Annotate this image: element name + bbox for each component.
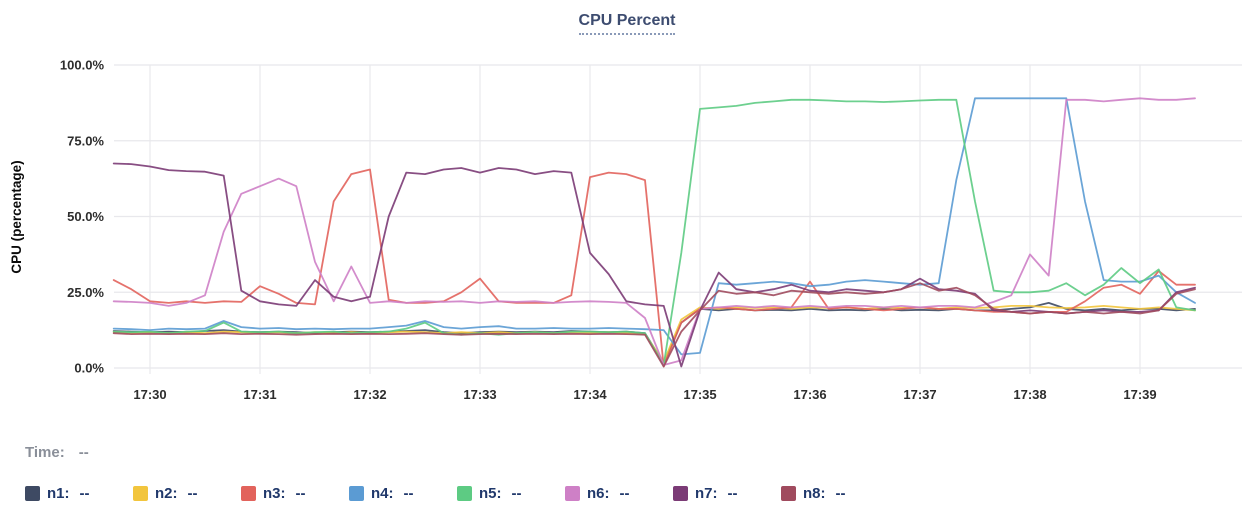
legend-value: --	[619, 485, 630, 502]
x-tick-label: 17:36	[793, 387, 826, 402]
x-tick-label: 17:38	[1013, 387, 1046, 402]
hover-time-row: Time: --	[25, 444, 89, 461]
y-axis-title: CPU (percentage)	[9, 160, 24, 273]
y-tick-label: 50.0%	[67, 209, 104, 224]
legend-item-n3[interactable]: n3: --	[241, 485, 333, 502]
x-tick-label: 17:32	[353, 387, 386, 402]
series-line-n5[interactable]	[112, 98, 1196, 366]
x-tick-label: 17:39	[1123, 387, 1156, 402]
legend-item-n4[interactable]: n4: --	[349, 485, 441, 502]
legend-swatch-n4	[349, 486, 364, 501]
y-tick-label: 75.0%	[67, 133, 104, 148]
x-tick-label: 17:37	[903, 387, 936, 402]
legend-label: n1:	[47, 485, 70, 502]
time-label: Time:	[25, 444, 65, 461]
legend-value: --	[835, 485, 846, 502]
legend-item-n5[interactable]: n5: --	[457, 485, 549, 502]
legend-swatch-n2	[133, 486, 148, 501]
legend-label: n2:	[155, 485, 178, 502]
x-tick-label: 17:30	[133, 387, 166, 402]
x-tick-label: 17:31	[243, 387, 276, 402]
legend-value: --	[79, 485, 90, 502]
legend-swatch-n6	[565, 486, 580, 501]
legend-swatch-n5	[457, 486, 472, 501]
legend-value: --	[187, 485, 198, 502]
time-value: --	[78, 444, 89, 461]
legend-item-n7[interactable]: n7: --	[673, 485, 765, 502]
legend-value: --	[295, 485, 306, 502]
legend-swatch-n1	[25, 486, 40, 501]
legend-swatch-n8	[781, 486, 796, 501]
series-line-n4[interactable]	[112, 97, 1196, 356]
legend-item-n8[interactable]: n8: --	[781, 485, 873, 502]
series-line-n8[interactable]	[112, 282, 1196, 368]
legend-value: --	[511, 485, 522, 502]
x-tick-label: 17:33	[463, 387, 496, 402]
y-tick-label: 0.0%	[74, 361, 104, 376]
y-tick-label: 100.0%	[60, 58, 105, 73]
x-tick-label: 17:34	[573, 387, 607, 402]
legend-swatch-n7	[673, 486, 688, 501]
legend-label: n8:	[803, 485, 826, 502]
legend-item-n1[interactable]: n1: --	[25, 485, 117, 502]
legend-value: --	[727, 485, 738, 502]
chart-header: CPU Percent	[0, 12, 1254, 35]
legend-label: n4:	[371, 485, 394, 502]
series-line-n6[interactable]	[112, 97, 1196, 366]
legend-value: --	[403, 485, 414, 502]
legend-label: n7:	[695, 485, 718, 502]
legend-label: n6:	[587, 485, 610, 502]
y-tick-label: 25.0%	[67, 285, 104, 300]
legend-label: n5:	[479, 485, 502, 502]
series-line-n3[interactable]	[112, 168, 1196, 368]
legend-item-n6[interactable]: n6: --	[565, 485, 657, 502]
x-tick-label: 17:35	[683, 387, 716, 402]
chart-title[interactable]: CPU Percent	[578, 12, 676, 35]
legend-label: n3:	[263, 485, 286, 502]
series-legend: n1: -- n2: -- n3: -- n4: -- n5: -- n6: -- n7: -- n8: --	[25, 485, 889, 502]
legend-item-n2[interactable]: n2: --	[133, 485, 225, 502]
chart-canvas[interactable]: 100.0% 75.0% 50.0% 25.0% 0.0% 17:30 17:31 17:32…	[0, 0, 1254, 425]
legend-swatch-n3	[241, 486, 256, 501]
